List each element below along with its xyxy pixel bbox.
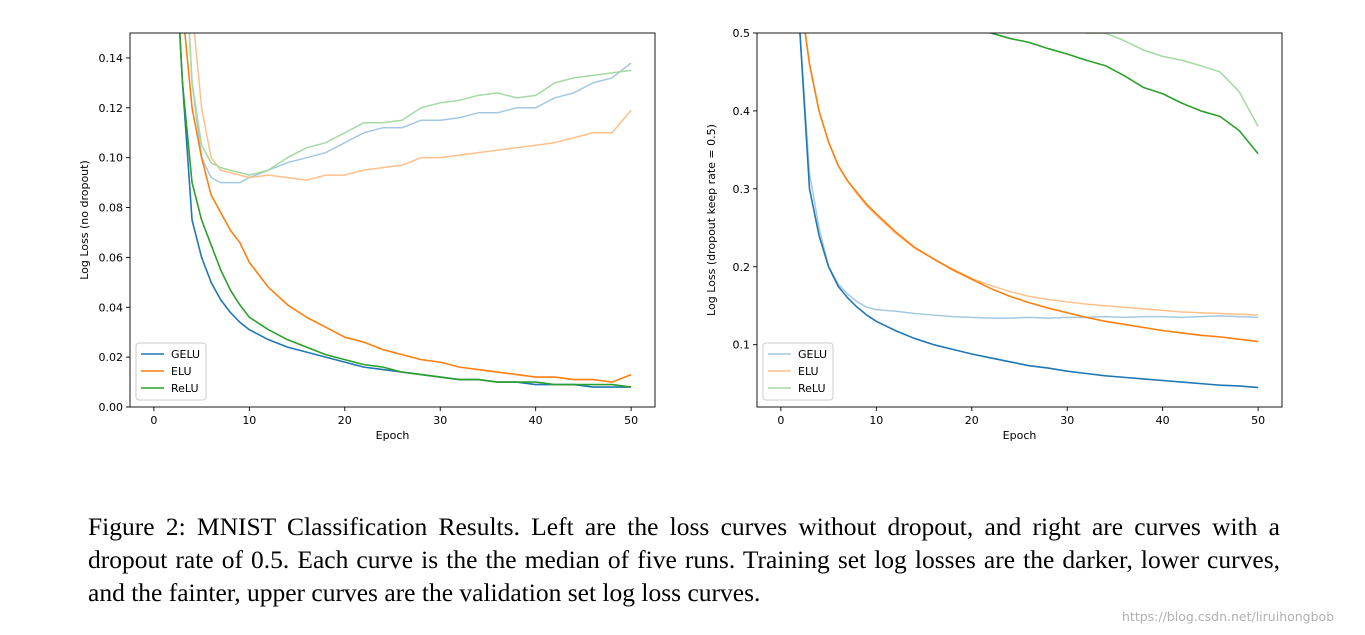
y-tick-label: 0.5 xyxy=(733,27,751,40)
y-tick-label: 0.02 xyxy=(99,351,124,364)
y-tick-label: 0.2 xyxy=(733,261,751,274)
training-line xyxy=(184,33,632,383)
y-tick-label: 0.12 xyxy=(99,102,124,115)
y-tick-label: 0.4 xyxy=(733,105,751,118)
y-tick-label: 0.14 xyxy=(99,52,124,65)
validation-line xyxy=(1082,33,1259,127)
x-tick-label: 50 xyxy=(1251,414,1265,427)
x-tick-label: 10 xyxy=(869,414,883,427)
axes-frame xyxy=(129,32,656,408)
y-axis-label: Log Loss (dropout keep rate = 0.5) xyxy=(705,124,718,316)
y-tick-label: 0.04 xyxy=(99,301,124,314)
legend-box xyxy=(135,342,207,401)
plot-area xyxy=(178,33,632,388)
training-line xyxy=(804,33,1259,343)
x-tick-label: 10 xyxy=(242,414,256,427)
y-tick-label: 0.10 xyxy=(99,152,124,165)
x-axis-label: Epoch xyxy=(376,429,410,442)
watermark: https://blog.csdn.net/liruihongbob xyxy=(1122,609,1335,624)
training-line xyxy=(799,33,1259,389)
figure: 0 10 20 30 40 500.000.020.040.060.080.100.120… xyxy=(78,27,1283,442)
training-line xyxy=(178,33,632,388)
y-tick-label: 0.3 xyxy=(733,183,751,196)
legend-label: GELU xyxy=(798,348,827,361)
legend-label: GELU xyxy=(171,348,200,361)
x-tick-label: 40 xyxy=(529,414,543,427)
x-axis-label: Epoch xyxy=(1003,429,1037,442)
legend-box xyxy=(762,342,834,401)
validation-line xyxy=(188,33,632,184)
x-tick-label: 20 xyxy=(338,414,352,427)
y-tick-label: 0.1 xyxy=(733,339,751,352)
legend: GELU ELU ReLU xyxy=(135,342,207,401)
legend-label: ReLU xyxy=(171,382,199,395)
axes-frame xyxy=(756,32,1283,408)
x-tick-label: 50 xyxy=(624,414,638,427)
y-tick-label: 0.06 xyxy=(99,251,124,264)
x-tick-label: 30 xyxy=(1060,414,1074,427)
plot-area xyxy=(799,33,1259,389)
validation-line xyxy=(188,33,632,176)
y-tick-label: 0.00 xyxy=(99,401,124,414)
x-tick-label: 20 xyxy=(965,414,979,427)
legend-label: ELU xyxy=(798,365,819,378)
x-tick-label: 0 xyxy=(150,414,157,427)
validation-line xyxy=(799,33,1259,319)
validation-line xyxy=(804,33,1259,316)
y-axis-label: Log Loss (no dropout) xyxy=(78,160,91,280)
legend: GELU ELU ReLU xyxy=(762,342,834,401)
training-line xyxy=(178,33,632,388)
training-line xyxy=(986,33,1259,155)
validation-line xyxy=(193,33,632,181)
x-tick-label: 0 xyxy=(777,414,784,427)
legend-label: ELU xyxy=(171,365,192,378)
caption: Figure 2: MNIST Classification Results. … xyxy=(88,512,1280,607)
x-tick-label: 30 xyxy=(433,414,447,427)
x-tick-label: 40 xyxy=(1156,414,1170,427)
y-tick-label: 0.08 xyxy=(99,202,124,215)
legend-label: ReLU xyxy=(798,382,826,395)
